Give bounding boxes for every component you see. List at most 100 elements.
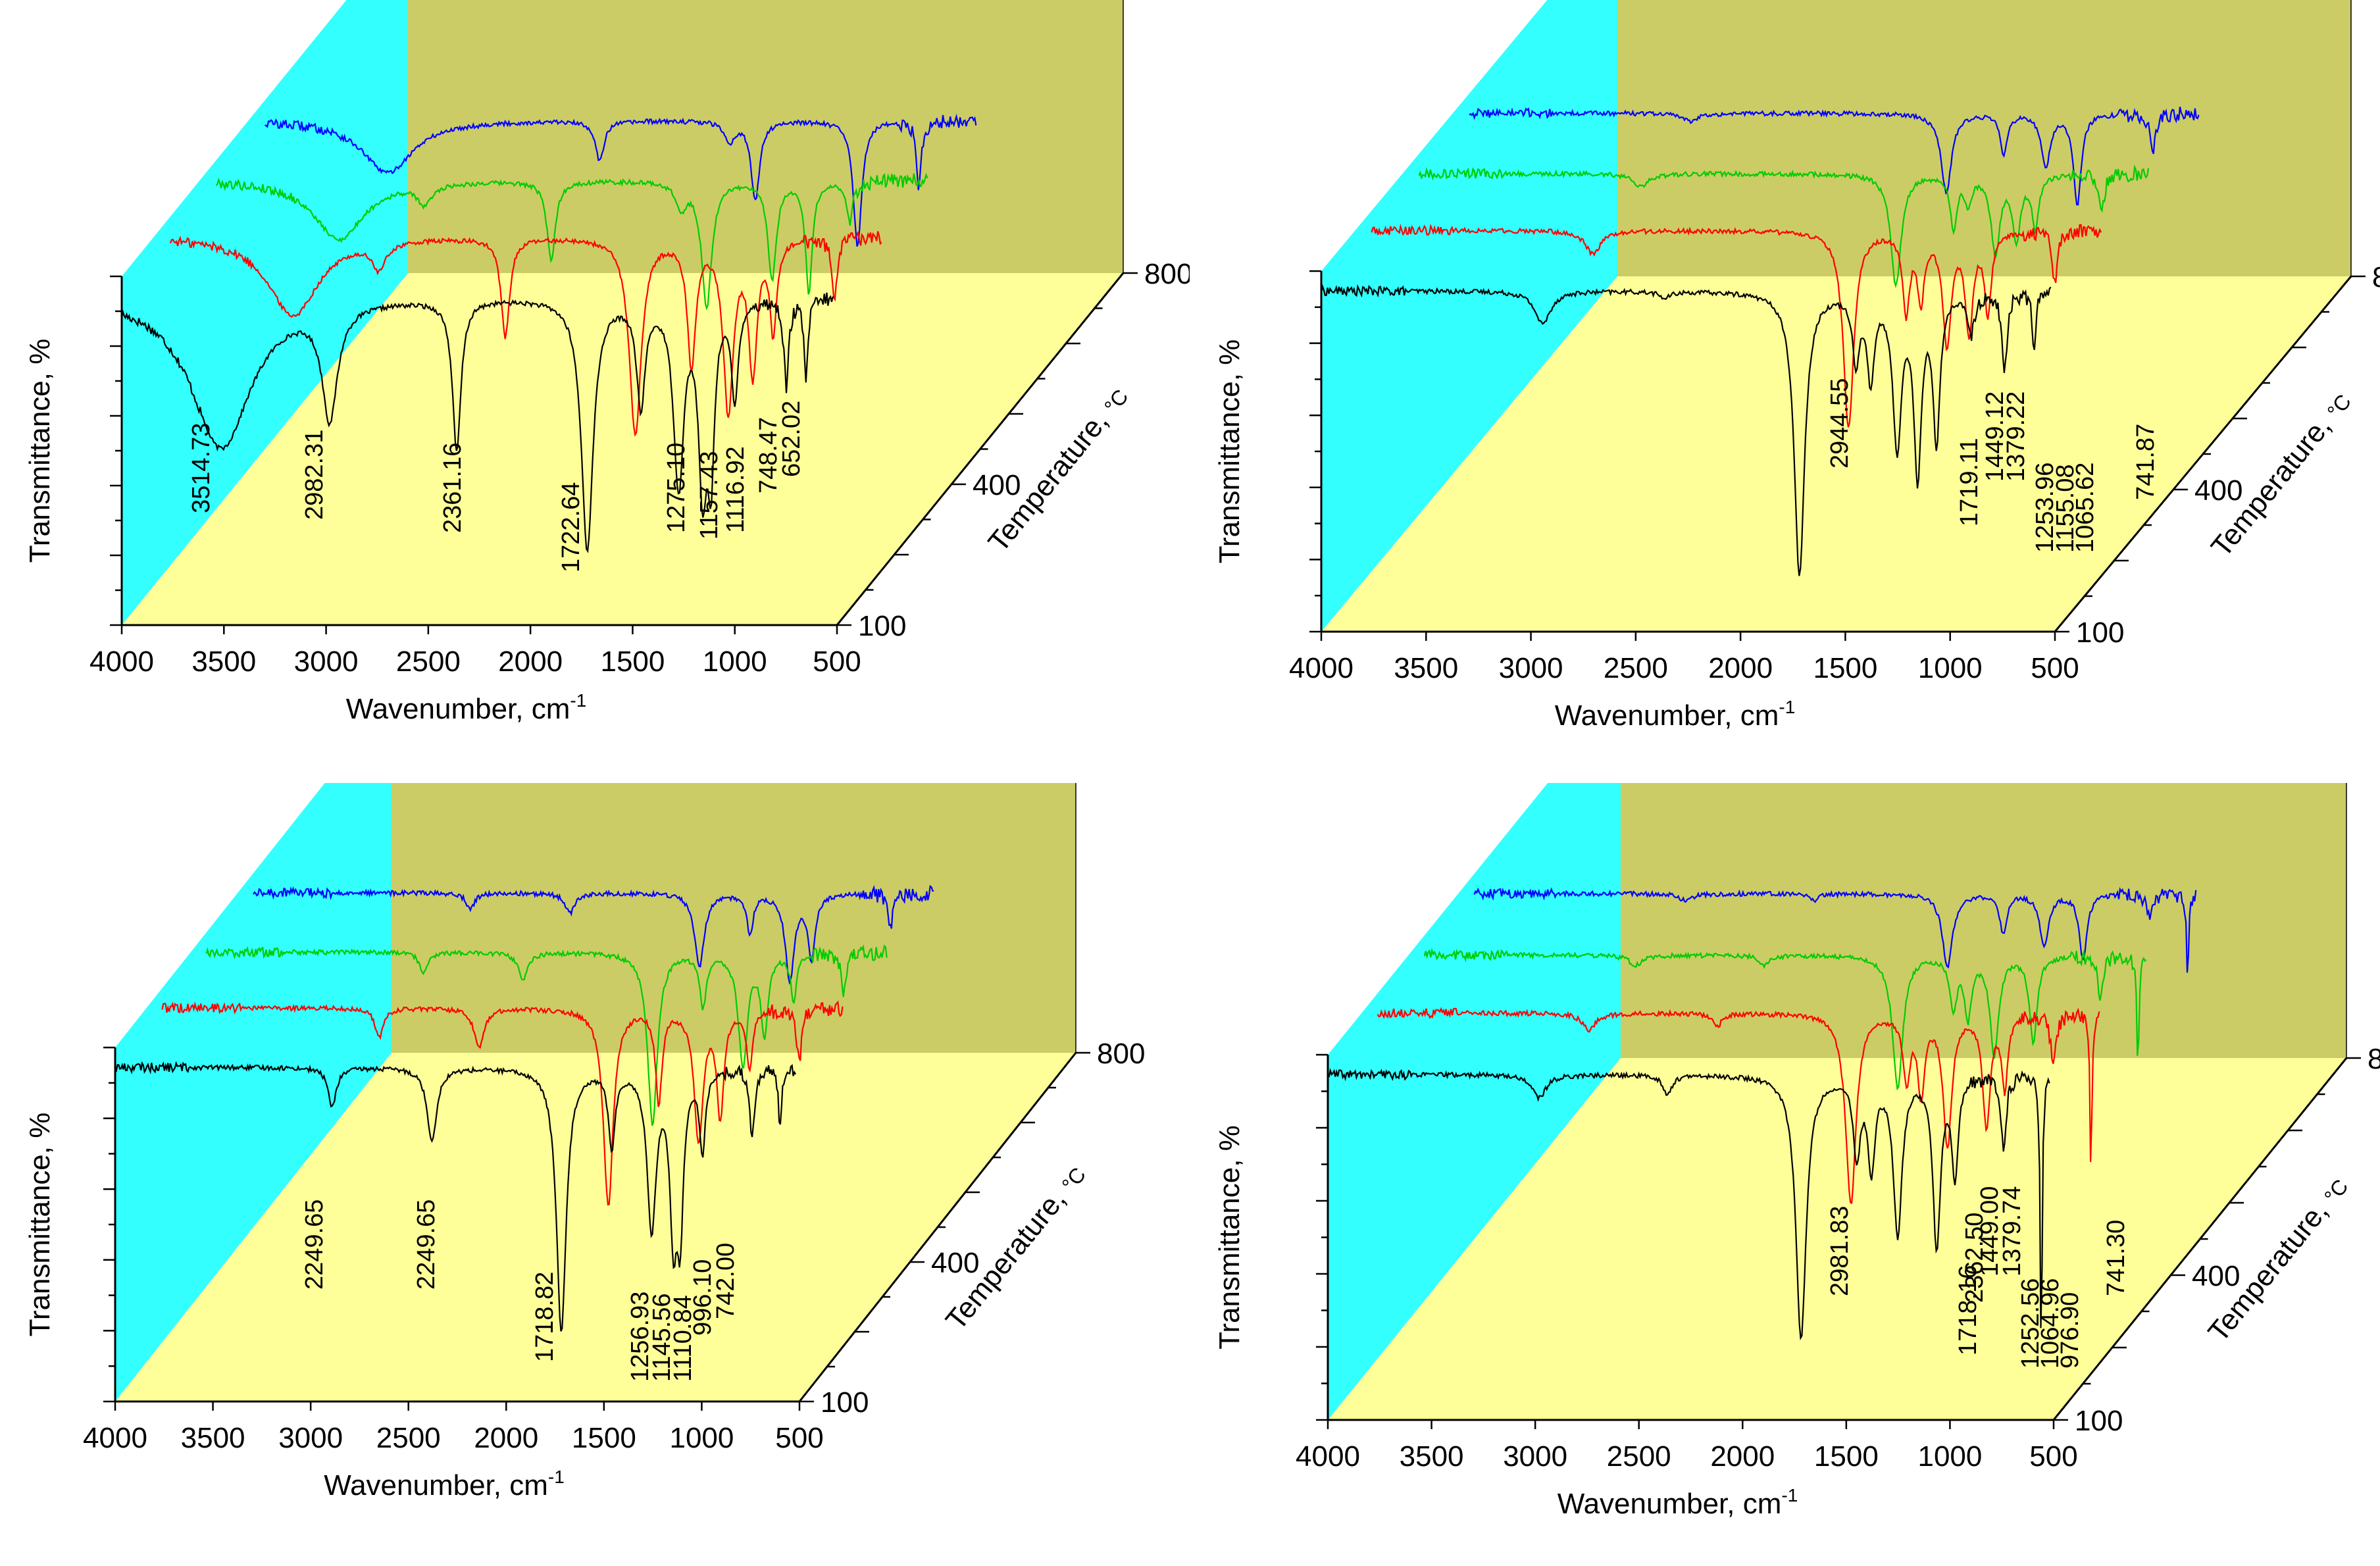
back-plane-border (1075, 783, 1076, 1053)
x-tick-label: 3500 (191, 645, 256, 678)
x-tick-label: 4000 (1289, 652, 1354, 684)
x-tick-label: 4000 (1296, 1440, 1360, 1473)
z-tick-label: 400 (931, 1247, 979, 1279)
x-tick-label: 2000 (1708, 652, 1773, 684)
peak-label: 1110.84 (669, 1295, 697, 1382)
x-tick-label: 1000 (1918, 652, 1983, 684)
spectrum-line-400C (215, 172, 928, 311)
spectrum-line-250C (169, 231, 882, 437)
peak-label: 748.47 (755, 417, 782, 493)
spectrum-line-250C (1377, 1007, 2100, 1204)
y-axis-title: Transmittance, % (24, 339, 56, 563)
x-tick-label: 500 (775, 1422, 823, 1454)
spectrum-line-800C (1469, 107, 2200, 206)
peak-label: 742.00 (712, 1243, 740, 1319)
z-tick-label: 100 (2075, 1405, 2123, 1437)
x-tick-label: 3000 (1499, 652, 1563, 684)
z-tick-label: 800 (1097, 1038, 1145, 1070)
x-tick-label: 1500 (1813, 652, 1877, 684)
spectrum-line-100C (114, 1061, 797, 1332)
spectrum-line-800C (253, 884, 934, 985)
peak-label: 2944.55 (1826, 378, 1854, 468)
x-tick-label: 500 (2029, 1440, 2077, 1473)
peak-label: 2362.50 (1961, 1213, 1988, 1303)
spectrum-line-100C (1320, 284, 2052, 576)
floor-plane (115, 1053, 1076, 1402)
back-plane (408, 0, 1123, 273)
x-axis-title: Wavenumber, cm-1 (324, 1467, 565, 1502)
peak-label: 1722.64 (557, 482, 585, 572)
peak-label: 1718.16 (1954, 1265, 1982, 1355)
x-tick-label: 2500 (1607, 1440, 1671, 1473)
peak-label: 3514.73 (188, 423, 215, 513)
peak-label: 1256.93 (626, 1292, 654, 1382)
x-tick-label: 4000 (89, 645, 154, 678)
spectrum-line-800C (1473, 886, 2197, 973)
peak-label: 1253.96 (2031, 463, 2059, 553)
floor-plane (1321, 276, 2351, 632)
peak-label: 1719.11 (1956, 438, 1983, 526)
y-axis-title: Transmittance, % (1213, 340, 1246, 564)
peak-label: 741.30 (2102, 1220, 2130, 1296)
peak-label: 2981.83 (1826, 1206, 1854, 1296)
peak-label: 2361.16 (439, 443, 467, 533)
z-tick-label: 100 (858, 610, 906, 642)
peak-label: 1379.22 (2002, 392, 2030, 482)
y-axis-title: Transmittance, % (24, 1113, 56, 1337)
z-tick-label: 100 (2076, 617, 2124, 649)
back-plane (1621, 783, 2346, 1058)
x-tick-label: 1000 (1917, 1440, 1982, 1473)
z-tick-label: 400 (2194, 474, 2242, 507)
x-tick-label: 1500 (1814, 1440, 1879, 1473)
spectrum-line-400C (1423, 947, 2147, 1091)
x-axis-title: Wavenumber, cm-1 (346, 690, 587, 725)
peak-label: 1155.08 (2052, 464, 2079, 553)
floor-plane (122, 273, 1123, 625)
back-plane (1617, 0, 2351, 276)
x-tick-label: 2000 (1710, 1440, 1775, 1473)
x-tick-label: 1500 (572, 1422, 636, 1454)
x-tick-label: 1000 (669, 1422, 734, 1454)
peak-label: 1379.74 (1998, 1186, 2026, 1276)
x-axis-title: Wavenumber, cm-1 (1555, 697, 1796, 732)
y-axis-title: Transmittance, % (1213, 1125, 1246, 1350)
peak-label: 2249.65 (301, 1200, 328, 1290)
peak-label: 2982.31 (301, 430, 328, 520)
spectrum-line-400C (205, 944, 888, 1126)
floor-plane (1328, 1058, 2346, 1420)
peak-label: 1449.00 (1976, 1186, 2004, 1276)
spectrum-line-250C (161, 1000, 844, 1206)
peak-label: 1064.96 (2037, 1278, 2064, 1369)
peak-label: 1145.56 (648, 1293, 676, 1382)
back-plane-border (1123, 0, 1124, 273)
x-tick-label: 1000 (703, 645, 767, 678)
peak-label: 1718.82 (531, 1272, 559, 1362)
x-tick-label: 2000 (498, 645, 563, 678)
z-tick-label: 400 (2192, 1260, 2240, 1292)
x-tick-label: 3500 (1400, 1440, 1464, 1473)
back-plane (392, 783, 1076, 1053)
spectrum-line-800C (265, 113, 977, 247)
peak-label: 1252.56 (2017, 1278, 2044, 1369)
side-plane (1328, 783, 1621, 1420)
spectrum-line-100C (120, 292, 834, 553)
x-tick-label: 2000 (474, 1422, 538, 1454)
z-tick-label: 800 (1144, 258, 1190, 290)
spectrum-line-100C (1327, 1068, 2050, 1341)
x-tick-label: 4000 (83, 1422, 147, 1454)
back-plane-border (2346, 783, 2347, 1058)
z-tick-label: 800 (2372, 261, 2380, 293)
z-tick-label: 400 (973, 469, 1021, 501)
back-plane-border (2350, 0, 2352, 276)
x-tick-label: 500 (813, 645, 861, 678)
x-tick-label: 3000 (278, 1422, 343, 1454)
x-tick-label: 2500 (1604, 652, 1668, 684)
spectrum-line-400C (1418, 164, 2150, 288)
peak-label: 996.10 (689, 1259, 717, 1336)
side-plane (115, 783, 392, 1402)
